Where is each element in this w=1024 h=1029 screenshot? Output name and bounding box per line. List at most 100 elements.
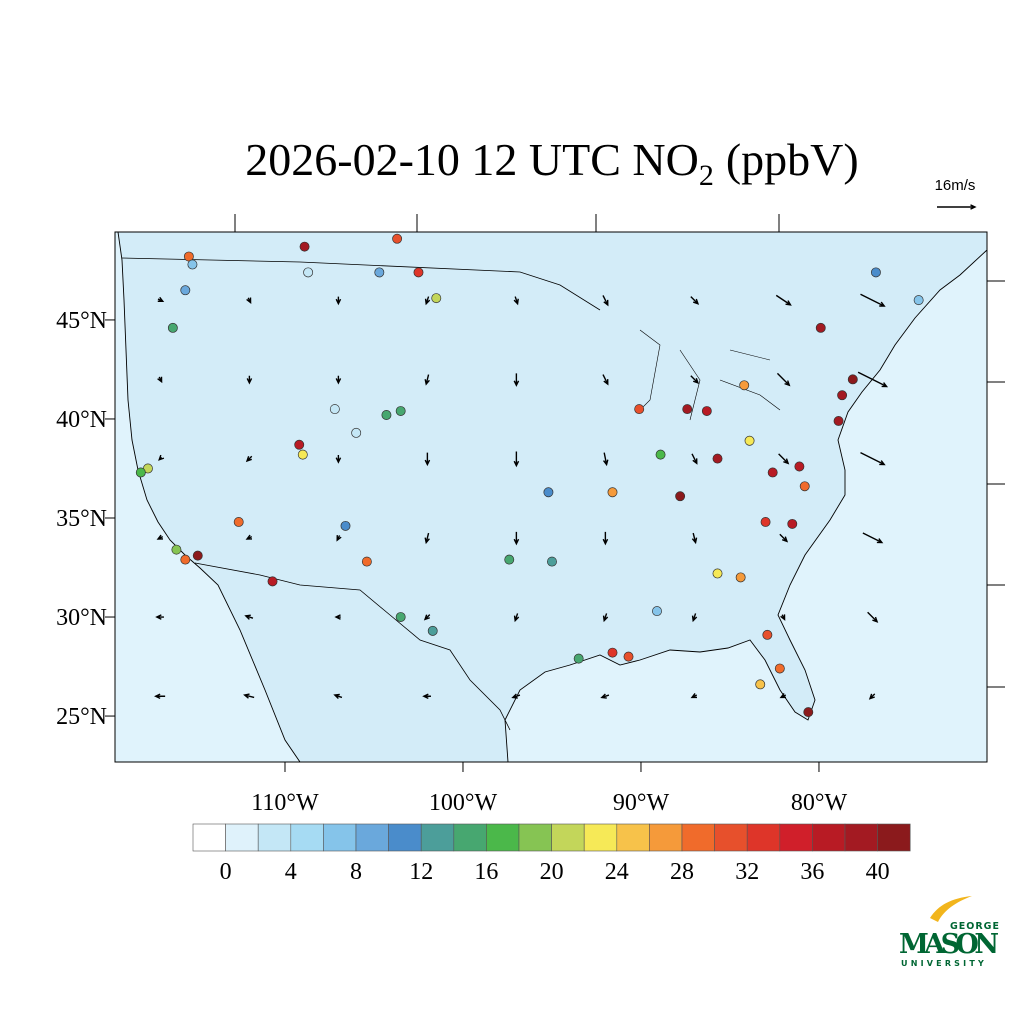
y-tick-label: 25°N — [56, 704, 107, 730]
colorbar-box — [518, 823, 552, 852]
station — [837, 390, 848, 401]
wind-arrow — [862, 532, 884, 544]
stations — [135, 233, 924, 718]
wind-arrow — [780, 614, 786, 621]
station — [803, 707, 814, 718]
station — [634, 404, 645, 415]
station — [171, 544, 182, 555]
station — [543, 487, 554, 498]
colorbar-box — [616, 823, 650, 852]
wind-arrow — [334, 614, 341, 620]
station — [712, 568, 723, 579]
colorbar-box — [486, 823, 520, 852]
station — [329, 404, 340, 415]
wind-field — [154, 293, 889, 700]
title-subscript: 2 — [699, 159, 714, 192]
wind-arrow — [690, 693, 698, 699]
station — [847, 374, 858, 385]
wind-arrow — [424, 296, 431, 306]
colorbar-box — [453, 823, 487, 852]
station — [299, 241, 310, 252]
station — [351, 427, 362, 438]
colorbar-label: 36 — [800, 859, 824, 885]
wind-reference-arrow — [937, 204, 977, 210]
station — [303, 267, 314, 278]
x-tick-label: 100°W — [429, 790, 498, 816]
wind-arrow — [335, 296, 342, 306]
station — [787, 518, 798, 529]
y-tick-label: 40°N — [56, 407, 107, 433]
station — [762, 629, 773, 640]
wind-arrow — [155, 614, 164, 620]
station — [547, 556, 557, 567]
logo-top: GEORGE — [950, 921, 1000, 932]
wind-arrow — [778, 453, 790, 465]
wind-arrow — [691, 453, 698, 465]
wind-arrow — [600, 693, 610, 699]
wind-reference-label: 16m/s — [935, 177, 976, 194]
colorbar-label: 0 — [220, 859, 232, 885]
colorbar-box — [844, 823, 878, 852]
station — [573, 653, 584, 664]
wind-arrow — [154, 693, 166, 700]
wind-arrow — [691, 613, 698, 623]
station — [755, 679, 766, 690]
station — [294, 439, 305, 450]
title-unit: (ppbV) — [726, 134, 859, 185]
colorbar-label: 28 — [670, 859, 694, 885]
wind-arrow — [602, 452, 609, 467]
axes: 110°W 100°W 90°W 80°W 25°N 30°N 35°N 40°N 45°N — [56, 308, 847, 816]
station — [682, 404, 693, 415]
colorbar-box — [681, 823, 715, 852]
station — [607, 647, 618, 658]
wind-arrow — [860, 452, 886, 466]
colorbar-box — [714, 823, 748, 852]
wind-arrow — [335, 375, 342, 385]
colorbar-box — [877, 823, 911, 852]
wind-arrow — [867, 611, 879, 623]
station — [395, 612, 406, 622]
colorbar-box — [420, 823, 455, 852]
y-tick-label: 35°N — [56, 506, 107, 532]
wind-arrow — [422, 693, 431, 700]
colorbar-box — [290, 823, 324, 852]
station — [794, 461, 805, 472]
station — [735, 572, 746, 583]
wind-arrow — [513, 373, 520, 387]
wind-arrow — [333, 693, 343, 700]
station — [413, 267, 424, 278]
colorbar-label: 32 — [735, 859, 759, 885]
colorbar-box — [812, 823, 846, 852]
colorbar-label: 20 — [540, 859, 564, 885]
colorbar-box — [257, 823, 292, 852]
station — [675, 491, 686, 502]
station — [607, 487, 618, 498]
colorbar-label: 12 — [409, 859, 433, 885]
logo-bottom: UNIVERSITY — [901, 959, 987, 968]
colorbar-box — [388, 823, 422, 852]
station — [180, 285, 191, 296]
wind-arrow — [602, 295, 609, 307]
station — [361, 556, 372, 567]
station — [913, 295, 924, 306]
station — [833, 415, 844, 426]
colorbar: 0 4 8 12 16 20 24 28 32 36 40 — [192, 823, 911, 885]
x-tick-label: 80°W — [791, 790, 848, 816]
wind-arrow — [245, 534, 253, 540]
wind-arrow — [602, 374, 609, 386]
wind-arrow — [424, 452, 431, 467]
wind-arrow — [244, 614, 254, 620]
map — [115, 231, 988, 763]
colorbar-box — [225, 823, 259, 852]
x-tick-label: 90°W — [613, 790, 670, 816]
x-tick-label: 110°W — [251, 790, 319, 816]
station — [392, 233, 403, 244]
wind-arrow — [602, 531, 609, 546]
station — [187, 259, 198, 270]
wind-arrow — [157, 296, 165, 303]
station — [655, 449, 666, 460]
wind-arrow — [857, 371, 889, 388]
wind-arrow — [511, 693, 521, 699]
station — [712, 453, 723, 464]
